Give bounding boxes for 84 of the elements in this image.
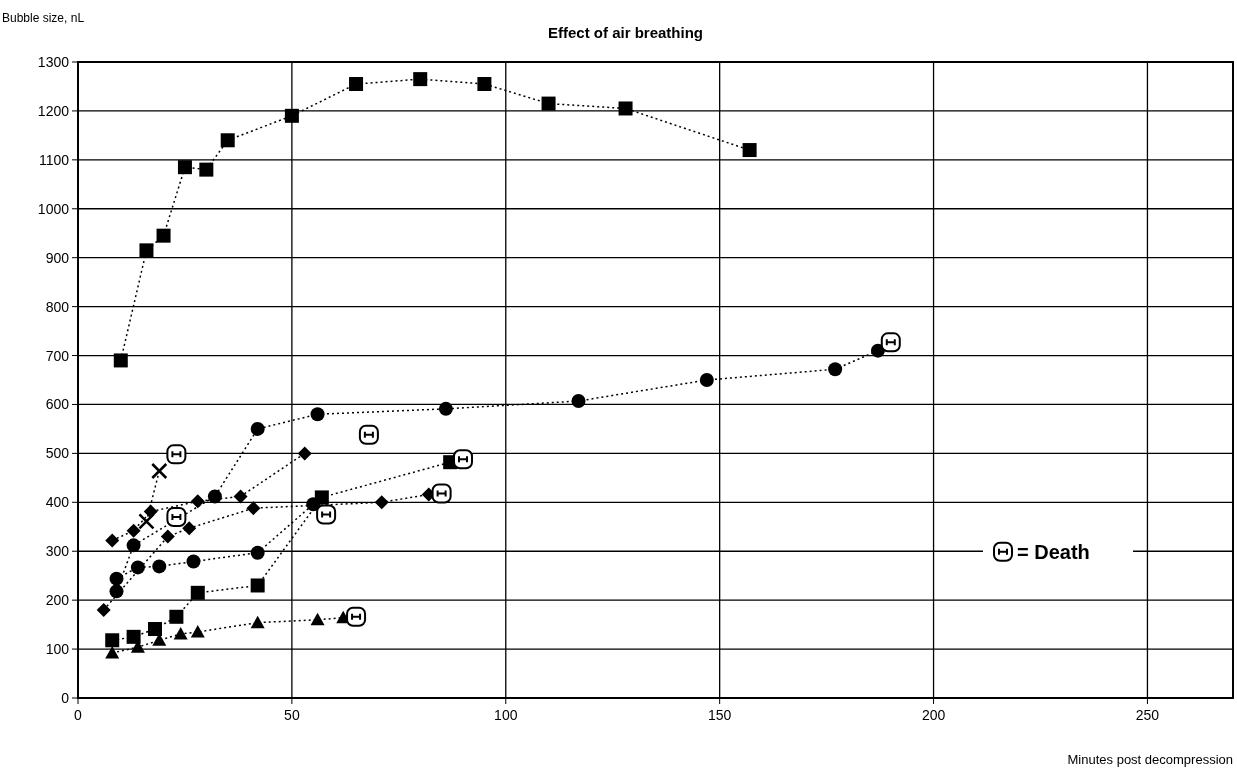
point xyxy=(541,96,556,111)
x-tick-label: 150 xyxy=(707,707,732,723)
point xyxy=(246,501,261,516)
point xyxy=(173,626,188,640)
point xyxy=(148,622,162,637)
point xyxy=(186,554,201,569)
point xyxy=(828,362,843,377)
x-tick-label: 50 xyxy=(284,707,300,723)
x-tick-label: 100 xyxy=(494,707,518,723)
point xyxy=(413,72,428,87)
y-tick-label: 0 xyxy=(61,690,70,706)
point xyxy=(113,353,128,368)
point xyxy=(130,560,145,575)
y-tick-label: 600 xyxy=(45,396,70,413)
y-tick-label: 300 xyxy=(45,543,70,560)
point xyxy=(374,495,389,510)
y-tick-label: 900 xyxy=(45,249,70,266)
point xyxy=(138,513,155,530)
point xyxy=(250,545,265,560)
point xyxy=(207,489,222,504)
point xyxy=(250,615,265,629)
point xyxy=(139,243,154,258)
point xyxy=(190,585,205,600)
y-tick-label: 1100 xyxy=(38,151,70,168)
legend-label: = Death xyxy=(1017,540,1090,563)
point xyxy=(177,160,192,175)
point xyxy=(250,578,265,593)
x-tick-label: 250 xyxy=(1135,707,1160,723)
point xyxy=(96,602,111,617)
point xyxy=(152,559,167,574)
point xyxy=(126,523,141,538)
point xyxy=(358,424,379,445)
point xyxy=(310,612,325,626)
point xyxy=(431,483,452,504)
y-tick-label: 400 xyxy=(45,494,70,511)
point xyxy=(250,421,265,436)
point xyxy=(190,494,205,509)
point xyxy=(699,373,714,387)
y-tick-label: 100 xyxy=(45,641,70,658)
point xyxy=(233,489,248,504)
point xyxy=(109,584,124,599)
y-axis-title: Bubble size, nL xyxy=(2,11,85,25)
point xyxy=(126,538,141,553)
point xyxy=(105,633,120,648)
point xyxy=(160,529,175,544)
y-tick-label: 800 xyxy=(45,298,70,315)
point xyxy=(169,609,184,624)
point xyxy=(109,571,124,586)
point xyxy=(870,343,885,358)
chart-title: Effect of air breathing xyxy=(547,24,704,41)
y-tick-label: 1200 xyxy=(37,102,70,119)
point xyxy=(349,77,364,92)
point xyxy=(438,401,453,416)
point xyxy=(742,143,757,158)
point xyxy=(220,133,235,148)
y-tick-label: 200 xyxy=(45,592,70,609)
point xyxy=(126,629,141,644)
y-tick-label: 1300 xyxy=(37,54,70,70)
point xyxy=(284,108,299,123)
point xyxy=(297,446,312,461)
point xyxy=(105,533,120,548)
point xyxy=(316,504,337,525)
point xyxy=(571,394,586,409)
x-tick-label: 0 xyxy=(74,707,83,723)
x-tick-label: 200 xyxy=(921,707,946,723)
point xyxy=(880,332,901,353)
point xyxy=(199,162,214,177)
y-tick-label: 700 xyxy=(45,347,70,364)
point xyxy=(166,444,187,465)
y-tick-label: 500 xyxy=(45,445,70,462)
point xyxy=(453,449,473,470)
point xyxy=(477,77,492,92)
point xyxy=(182,521,197,536)
point xyxy=(166,506,187,527)
point xyxy=(190,624,205,638)
point xyxy=(346,606,367,627)
point xyxy=(151,462,168,480)
y-tick-label: 1000 xyxy=(37,200,70,217)
point xyxy=(306,497,321,512)
point xyxy=(156,228,171,243)
x-axis-title: Minutes post decompression xyxy=(1067,752,1233,767)
point xyxy=(105,645,120,659)
point xyxy=(618,101,633,116)
point xyxy=(310,407,325,422)
